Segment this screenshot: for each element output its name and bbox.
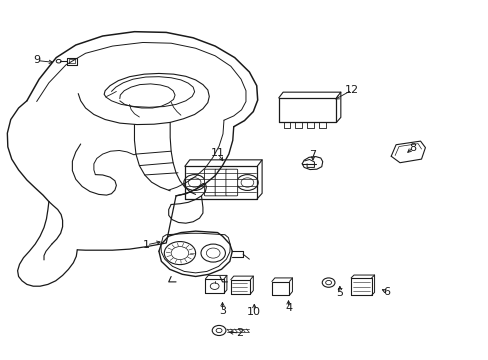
Text: 2: 2	[236, 328, 243, 338]
Text: 6: 6	[382, 287, 389, 297]
Text: 3: 3	[219, 306, 225, 316]
Text: 9: 9	[33, 55, 40, 66]
Text: 10: 10	[247, 307, 261, 318]
Text: 7: 7	[309, 150, 316, 160]
FancyBboxPatch shape	[225, 169, 237, 196]
FancyBboxPatch shape	[215, 169, 226, 196]
Text: 4: 4	[285, 303, 291, 313]
Text: 11: 11	[210, 148, 224, 158]
Text: 8: 8	[409, 143, 416, 153]
FancyBboxPatch shape	[204, 169, 216, 196]
Text: 1: 1	[143, 240, 150, 250]
Text: 5: 5	[336, 288, 343, 298]
Text: 12: 12	[345, 85, 358, 95]
